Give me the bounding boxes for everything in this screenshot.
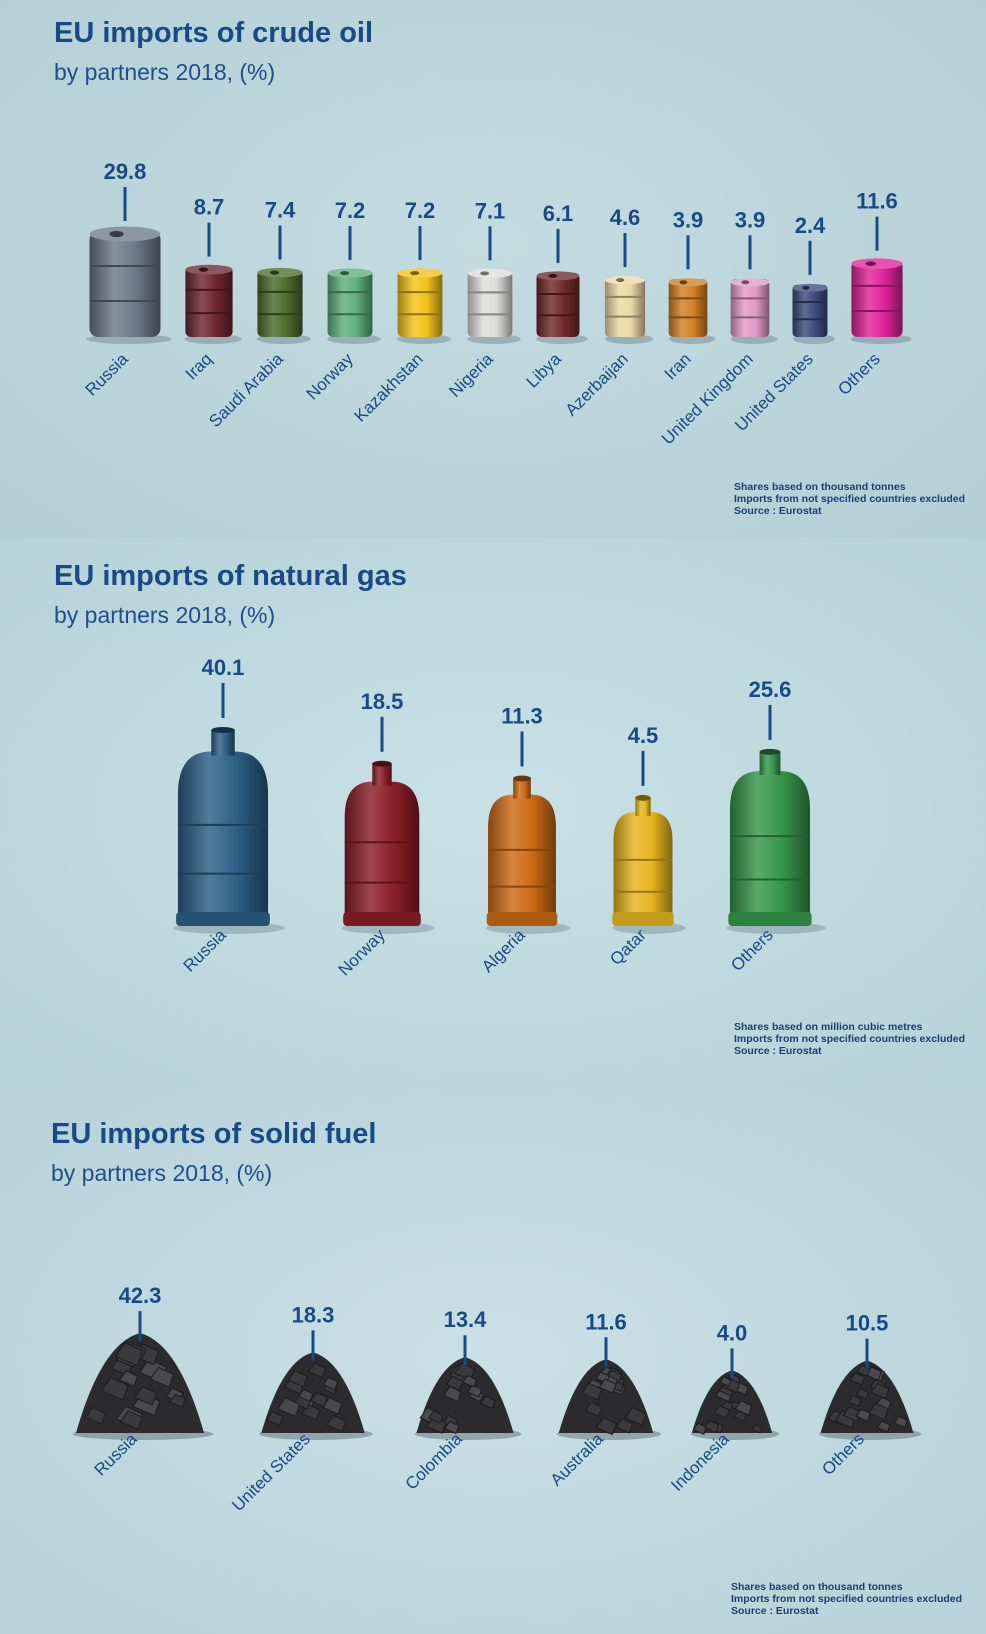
barrel-russia xyxy=(86,226,172,344)
solid-fuel-category-colombia: Colombia xyxy=(402,1429,467,1494)
barrel-iran xyxy=(668,278,716,344)
solid-fuel-note-basis: Shares based on thousand tonnes xyxy=(731,1581,903,1593)
crude-oil-category-norway: Norway xyxy=(303,349,358,404)
barrel-iraq xyxy=(184,264,242,344)
crude-oil-value-azerbaijan: 4.6 xyxy=(610,205,641,230)
natural-gas-title: EU imports of natural gas xyxy=(54,560,407,592)
crude-oil-value-nigeria: 7.1 xyxy=(475,198,506,223)
cylinder-others xyxy=(726,748,826,934)
coal-pile-united-states xyxy=(259,1352,373,1440)
crude-oil-category-others: Others xyxy=(834,349,884,399)
barrel-libya xyxy=(536,271,588,344)
solid-fuel-notes: Shares based on thousand tonnes Imports … xyxy=(731,1581,962,1617)
solid-fuel-title: EU imports of solid fuel xyxy=(51,1118,377,1150)
crude-oil-title: EU imports of crude oil xyxy=(54,17,374,49)
crude-oil-value-saudi-arabia: 7.4 xyxy=(265,198,296,223)
crude-oil-value-united-states: 2.4 xyxy=(795,213,826,238)
crude-oil-category-iran: Iran xyxy=(661,349,695,383)
coal-pile-australia xyxy=(557,1359,661,1440)
cylinder-qatar xyxy=(612,794,686,934)
crude-oil-value-russia: 29.8 xyxy=(104,159,147,184)
solid-fuel-value-indonesia: 4.0 xyxy=(717,1320,748,1345)
cylinder-algeria xyxy=(485,775,571,934)
solid-fuel-value-russia: 42.3 xyxy=(119,1283,162,1308)
barrel-saudi-arabia xyxy=(256,267,312,344)
crude-oil-value-iraq: 8.7 xyxy=(194,195,225,220)
natural-gas-note-exclusion: Imports from not specified countries exc… xyxy=(734,1033,966,1045)
crude-oil-value-others: 11.6 xyxy=(856,189,898,214)
crude-oil-value-kazakhstan: 7.2 xyxy=(405,198,436,223)
coal-pile-russia xyxy=(72,1333,214,1440)
barrel-united-states xyxy=(792,283,835,344)
coal-pile-colombia xyxy=(414,1357,522,1440)
crude-oil-notes: Shares based on thousand tonnes Imports … xyxy=(734,481,965,517)
solid-fuel-subtitle: by partners 2018, (%) xyxy=(51,1160,273,1186)
crude-oil-value-norway: 7.2 xyxy=(335,198,366,223)
coal-pile-indonesia xyxy=(690,1370,780,1440)
natural-gas-note-source: Source : Eurostat xyxy=(734,1045,822,1057)
natural-gas-note-basis: Shares based on million cubic metres xyxy=(734,1021,923,1033)
coal-pile-others xyxy=(818,1360,922,1440)
natural-gas-notes: Shares based on million cubic metres Imp… xyxy=(734,1021,965,1057)
crude-oil-category-azerbaijan: Azerbaijan xyxy=(562,349,632,419)
natural-gas-category-norway: Norway xyxy=(335,925,390,980)
natural-gas-value-qatar: 4.5 xyxy=(628,723,659,748)
crude-oil-panel: 29.8 Russia 8.7 Iraq 7.4 Saudi Arabia 7.2 Norwa… xyxy=(0,0,986,538)
natural-gas-value-norway: 18.5 xyxy=(361,689,404,714)
barrel-united-kingdom xyxy=(730,278,778,344)
solid-fuel-note-source: Source : Eurostat xyxy=(731,1605,819,1617)
crude-oil-category-nigeria: Nigeria xyxy=(445,349,497,401)
natural-gas-value-algeria: 11.3 xyxy=(501,703,543,728)
natural-gas-subtitle: by partners 2018, (%) xyxy=(54,602,276,628)
crude-oil-value-libya: 6.1 xyxy=(543,201,574,226)
crude-oil-subtitle: by partners 2018, (%) xyxy=(54,59,276,85)
solid-fuel-note-exclusion: Imports from not specified countries exc… xyxy=(731,1593,963,1605)
crude-oil-category-saudi-arabia: Saudi Arabia xyxy=(205,349,287,431)
crude-oil-note-basis: Shares based on thousand tonnes xyxy=(734,481,906,493)
solid-fuel-panel: 42.3 Russia 18.3 United States 13.4 Colombia 1… xyxy=(0,1078,986,1634)
crude-oil-value-united-kingdom: 3.9 xyxy=(735,207,766,232)
crude-oil-category-libya: Libya xyxy=(523,349,566,392)
solid-fuel-value-australia: 11.6 xyxy=(585,1309,627,1334)
crude-oil-note-source: Source : Eurostat xyxy=(734,505,822,517)
natural-gas-chart: 40.1Russia18.5Norway11.3Algeria4.5Qatar2… xyxy=(173,655,826,980)
barrel-azerbaijan xyxy=(604,275,654,344)
crude-oil-note-exclusion: Imports from not specified countries exc… xyxy=(734,493,966,505)
solid-fuel-value-others: 10.5 xyxy=(846,1311,889,1336)
solid-fuel-category-indonesia: Indonesia xyxy=(667,1429,733,1495)
crude-oil-chart: 29.8 Russia 8.7 Iraq 7.4 Saudi Arabia 7.2 Norwa… xyxy=(82,159,912,448)
natural-gas-value-russia: 40.1 xyxy=(202,655,245,680)
barrel-nigeria xyxy=(467,268,521,344)
solid-fuel-value-colombia: 13.4 xyxy=(444,1307,488,1332)
solid-fuel-category-united-states: United States xyxy=(228,1429,314,1515)
cylinder-russia xyxy=(173,727,285,934)
natural-gas-panel: 40.1 Russia 18.5 Norway 11.3 Algeria 4.5 Qatar 2… xyxy=(0,538,986,1078)
barrel-norway xyxy=(327,268,381,344)
solid-fuel-value-united-states: 18.3 xyxy=(292,1302,335,1327)
crude-oil-category-iraq: Iraq xyxy=(182,349,216,383)
cylinder-norway xyxy=(341,760,435,934)
crude-oil-category-russia: Russia xyxy=(82,349,133,400)
crude-oil-category-kazakhstan: Kazakhstan xyxy=(351,349,427,425)
barrel-others xyxy=(850,258,912,344)
barrel-kazakhstan xyxy=(397,268,451,344)
crude-oil-value-iran: 3.9 xyxy=(673,207,704,232)
natural-gas-value-others: 25.6 xyxy=(749,677,792,702)
